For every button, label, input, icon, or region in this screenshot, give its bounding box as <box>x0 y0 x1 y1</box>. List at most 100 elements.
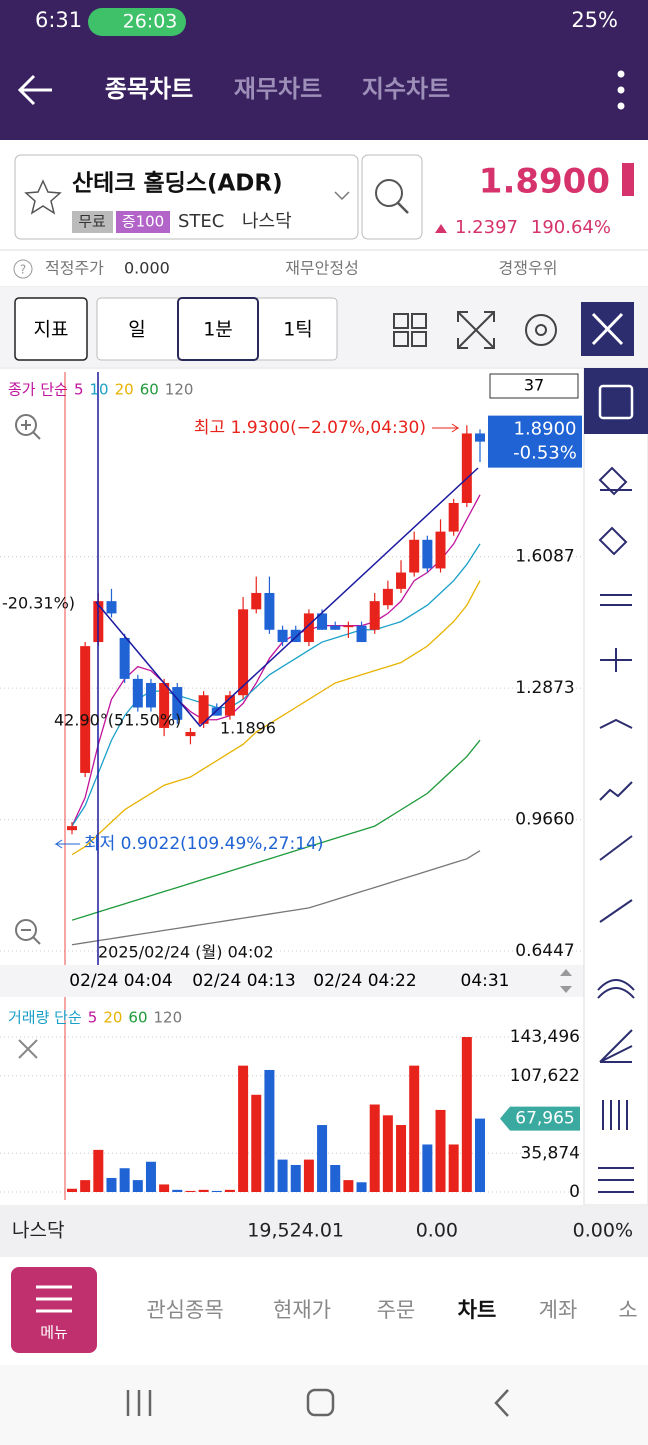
nav-item[interactable]: 현재가 <box>273 1298 331 1322</box>
volume-bar <box>80 1180 91 1192</box>
current-price: 1.8900 <box>514 419 577 440</box>
volume-bar <box>461 1037 472 1192</box>
close-volume[interactable] <box>18 1039 38 1059</box>
low-note: 최저 0.9022(109.49%,27:14) <box>84 834 323 854</box>
candle-body <box>159 682 170 728</box>
home-button[interactable] <box>306 1388 335 1417</box>
candle-body <box>211 707 222 716</box>
volume-bar <box>369 1104 380 1192</box>
volume-bar <box>343 1180 354 1192</box>
volume-bar <box>172 1189 183 1192</box>
period[interactable]: 1틱 <box>283 319 313 341</box>
tab[interactable]: 지수차트 <box>362 75 450 103</box>
ma-line <box>71 739 481 921</box>
stock-change-pct: 190.64% <box>531 217 611 238</box>
candle-body <box>356 625 367 643</box>
candle-body <box>448 502 459 532</box>
nav-item-active[interactable]: 차트 <box>458 1298 497 1322</box>
time-label: 02/24 04:22 <box>313 971 416 991</box>
volume-bar <box>93 1149 104 1192</box>
zoom-in[interactable] <box>15 414 41 440</box>
settings-icon[interactable] <box>525 314 557 346</box>
candle-body <box>382 588 393 606</box>
search-icon <box>375 179 403 207</box>
volume-bar <box>211 1190 222 1192</box>
indicator-button[interactable] <box>14 297 88 361</box>
current-pct: -0.53% <box>513 443 577 464</box>
tab-active[interactable]: 종목차트 <box>105 75 193 103</box>
period[interactable]: 1분 <box>203 319 233 341</box>
tab[interactable]: 재무차트 <box>234 75 322 103</box>
fair-price-label: 적정주가 <box>45 259 104 278</box>
index-pct: 0.00% <box>573 1220 633 1242</box>
fair-price: 0.000 <box>124 259 170 278</box>
nav-item[interactable]: 계좌 <box>539 1298 578 1322</box>
settings-icon <box>535 324 547 336</box>
tag-bg <box>72 211 113 233</box>
more-button[interactable] <box>617 70 625 110</box>
index-bar <box>0 1205 648 1257</box>
back-button[interactable] <box>17 74 52 106</box>
candle-body <box>369 601 380 630</box>
high-arrow <box>432 423 460 433</box>
volume-bar <box>435 1109 446 1192</box>
volume-ma-period: 60 <box>128 1009 147 1027</box>
candle-body <box>251 592 262 610</box>
current-volume: 67,965 <box>515 1109 574 1129</box>
volume-label: 거래량 단순 <box>8 1009 82 1027</box>
tag: 증100 <box>122 213 164 231</box>
stock-market: 나스닥 <box>242 211 292 232</box>
drawing-tools[interactable] <box>597 466 635 1193</box>
period[interactable]: 일 <box>128 319 145 341</box>
stability[interactable]: 재무안정성 <box>285 259 359 278</box>
call-time: 26:03 <box>123 11 178 33</box>
back-nav-button[interactable] <box>494 1389 509 1417</box>
recents-button[interactable] <box>126 1390 152 1416</box>
volume-bar <box>396 1125 407 1192</box>
candle-body <box>264 592 275 630</box>
save-button[interactable] <box>584 368 648 434</box>
volume-bar <box>106 1177 117 1192</box>
nav-item[interactable]: 소 <box>618 1298 637 1322</box>
dropdown-arrow[interactable] <box>334 191 350 201</box>
y-tick-label: 0.6447 <box>515 941 574 961</box>
help-icon[interactable] <box>13 259 33 279</box>
scroll-arrows[interactable] <box>560 969 572 993</box>
volume-bar <box>198 1189 209 1192</box>
candle-body <box>422 539 433 569</box>
candle-body <box>461 433 472 503</box>
current-price-box <box>488 415 582 468</box>
volume-ma-period: 5 <box>88 1009 98 1027</box>
volume-bar <box>382 1115 393 1192</box>
advantage[interactable]: 경쟁우위 <box>499 259 558 278</box>
zoom-out[interactable] <box>15 919 41 945</box>
volume-bar <box>145 1161 156 1192</box>
menu-label: 메뉴 <box>40 1324 68 1342</box>
expand-icon[interactable] <box>457 311 495 349</box>
indicator-label: 지표 <box>34 319 69 341</box>
volume-bar <box>290 1165 301 1192</box>
tag-bg <box>116 211 170 233</box>
nav-item[interactable]: 관심종목 <box>146 1298 223 1322</box>
high-note: 최고 1.9300(−2.07%,04:30) <box>194 418 426 438</box>
favorite-star[interactable] <box>24 179 62 215</box>
ma-period: 60 <box>140 381 159 399</box>
ma-label: 종가 단순 <box>8 381 68 399</box>
layout-icon[interactable] <box>393 313 427 347</box>
stock-name: 산테크 홀딩스(ADR) <box>72 171 283 197</box>
period-active[interactable] <box>177 297 259 361</box>
trend-line <box>95 467 479 728</box>
candle-body <box>80 646 91 773</box>
chart-layer <box>0 425 584 1193</box>
time-label: 04:31 <box>461 971 510 991</box>
help-icon: ? <box>20 263 26 277</box>
nav-item[interactable]: 주문 <box>377 1298 416 1322</box>
candle-body <box>172 687 183 720</box>
y-tick-label: 35,874 <box>521 1143 580 1163</box>
volume-bar <box>251 1094 262 1192</box>
stock-code: STEC <box>178 211 224 232</box>
search-button[interactable] <box>361 154 423 240</box>
candle-body <box>224 695 235 716</box>
point-note: 1.1896 <box>220 719 276 738</box>
y-tick-label: 1.2873 <box>515 678 574 698</box>
